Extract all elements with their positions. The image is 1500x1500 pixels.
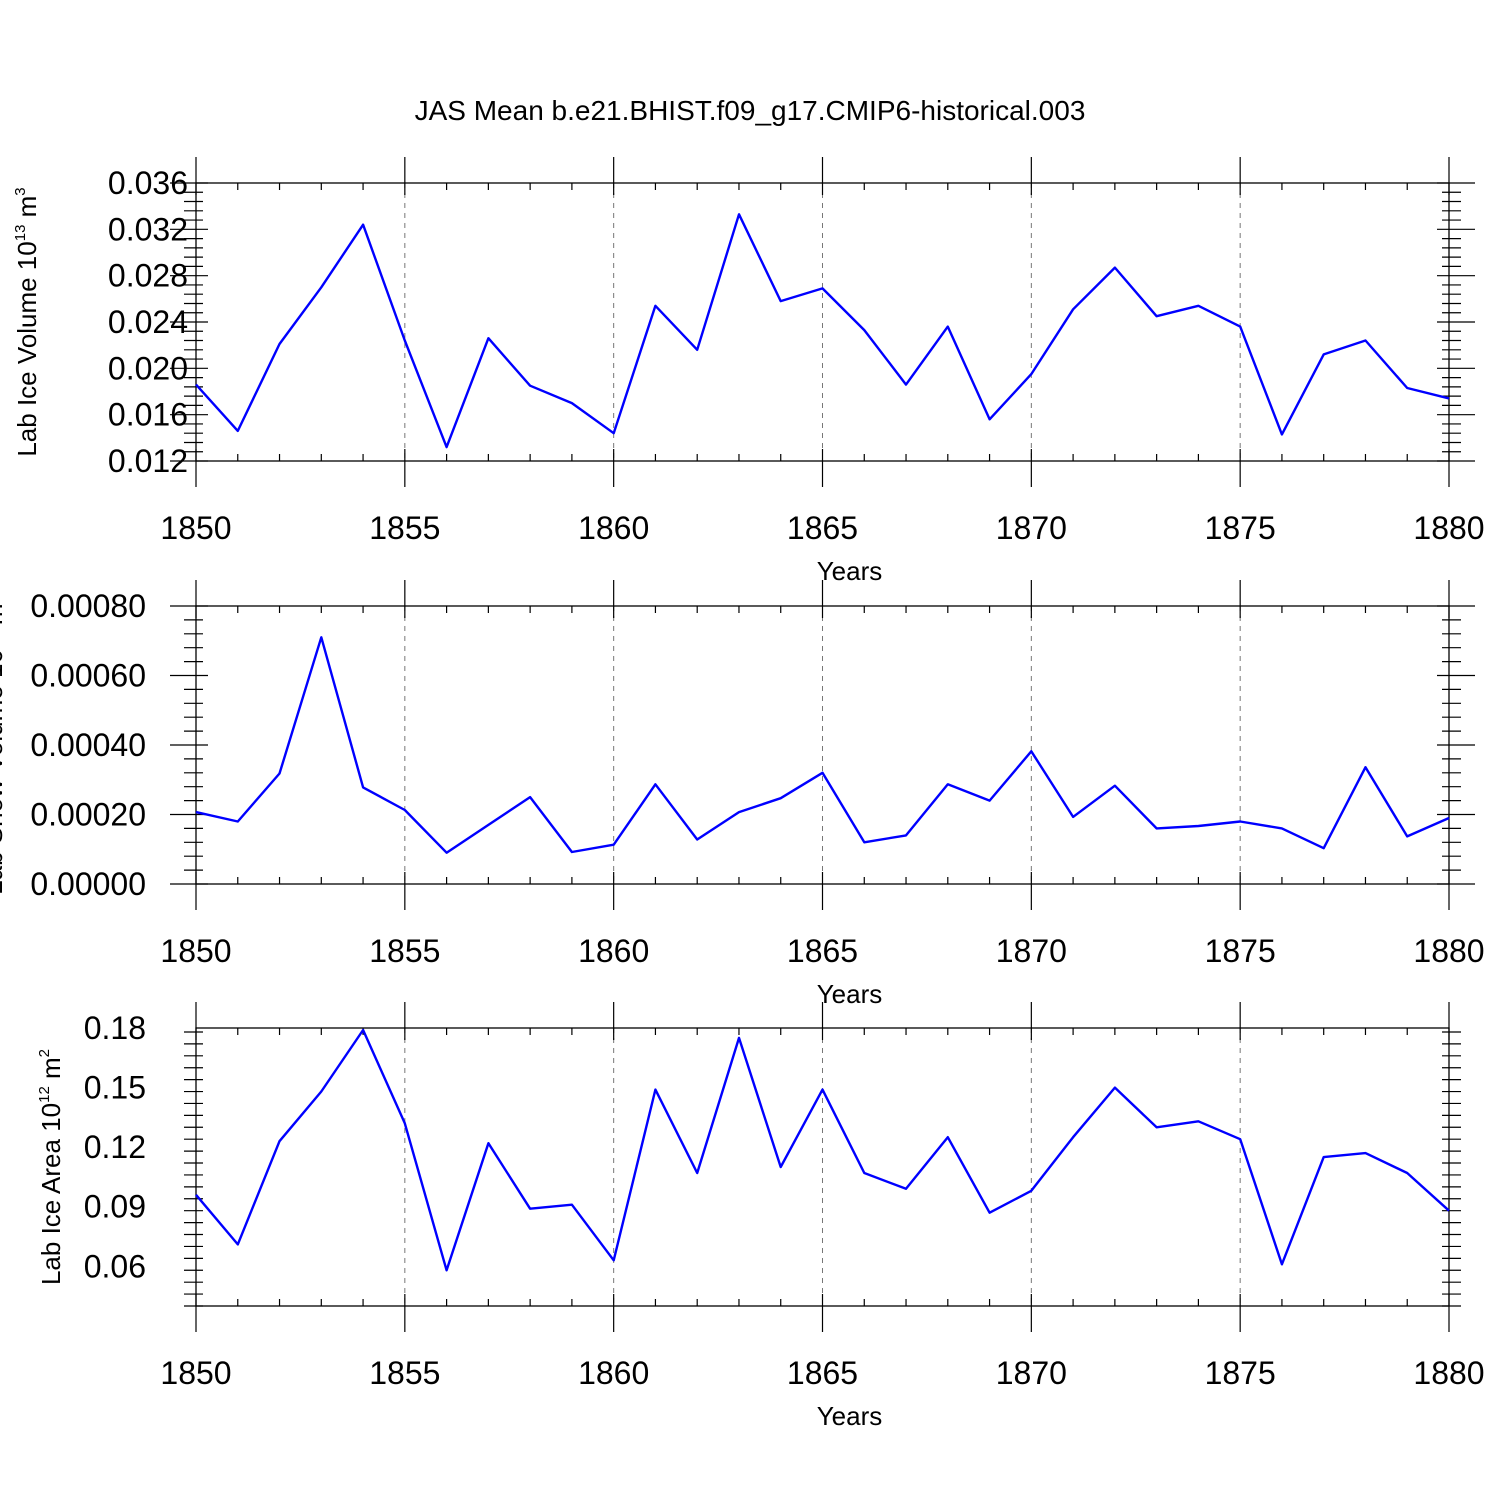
y-axis-title-exponent: 12 [36, 1086, 53, 1103]
x-tick-label: 1865 [787, 1355, 858, 1391]
x-tick-label: 1880 [1413, 933, 1484, 969]
x-tick-label: 1875 [1205, 933, 1276, 969]
y-tick-label: 0.00060 [30, 658, 146, 694]
x-axis-title: Years [817, 556, 883, 586]
y-tick-label: 0.00080 [30, 588, 146, 624]
y-axis-title-unit: m [36, 1057, 66, 1086]
y-axis-title-text: Lab Ice Area 10 [36, 1103, 66, 1285]
x-tick-label: 1880 [1413, 510, 1484, 546]
x-axis-title: Years [817, 1401, 883, 1431]
figure-title: JAS Mean b.e21.BHIST.f09_g17.CMIP6-histo… [415, 95, 1086, 126]
x-tick-label: 1855 [369, 933, 440, 969]
y-axis-title-unit-exponent: 3 [12, 187, 29, 195]
x-tick-label: 1850 [160, 510, 231, 546]
y-tick-label: 0.00020 [30, 797, 146, 833]
y-axis-title-exponent: 13 [12, 225, 29, 242]
x-tick-label: 1870 [996, 933, 1067, 969]
chart-panel-1: 1850 1855 1860 1865 1870 1875 1880 0.012 0.016 0.… [12, 157, 1485, 586]
x-tick-label: 1855 [369, 1355, 440, 1391]
x-tick-label: 1880 [1413, 1355, 1484, 1391]
y-tick-label: 0.032 [108, 211, 188, 247]
y-tick-label: 0.028 [108, 258, 188, 294]
x-tick-label: 1870 [996, 510, 1067, 546]
y-tick-label: 0.09 [84, 1189, 146, 1225]
y-tick-label: 0.15 [84, 1070, 146, 1106]
y-tick-label: 0.036 [108, 165, 188, 201]
x-tick-label: 1860 [578, 510, 649, 546]
y-axis-title-unit-exponent: 2 [36, 1049, 53, 1057]
y-axis-title-text: Lab Ice Volume 10 [12, 241, 42, 456]
x-axis-title: Years [817, 979, 883, 1009]
x-tick-label: 1850 [160, 1355, 231, 1391]
y-axis-title-unit: m [12, 196, 42, 225]
y-tick-label: 0.016 [108, 397, 188, 433]
chart-panel-3: 1850 1855 1860 1865 1870 1875 1880 0.06 0.09 0.12… [36, 1002, 1485, 1431]
y-tick-label: 0.024 [108, 304, 188, 340]
x-tick-label: 1865 [787, 933, 858, 969]
y-tick-label: 0.06 [84, 1248, 146, 1284]
x-tick-label: 1850 [160, 933, 231, 969]
y-tick-label: 0.18 [84, 1010, 146, 1046]
x-tick-label: 1855 [369, 510, 440, 546]
x-tick-label: 1875 [1205, 1355, 1276, 1391]
x-tick-label: 1865 [787, 510, 858, 546]
y-axis-title: Lab Snow Volume 1013 m3 [0, 595, 8, 895]
y-tick-label: 0.12 [84, 1129, 146, 1165]
x-tick-label: 1875 [1205, 510, 1276, 546]
y-tick-label: 0.012 [108, 443, 188, 479]
x-tick-label: 1860 [578, 933, 649, 969]
y-axis-title: Lab Ice Area 1012 m2 [36, 1049, 66, 1285]
y-tick-label: 0.00040 [30, 727, 146, 763]
y-axis-title-text: Lab Snow Volume 10 [0, 649, 8, 895]
chart-panel-2: 1850 1855 1860 1865 1870 1875 1880 0.00000 0.000… [0, 580, 1485, 1009]
x-tick-label: 1870 [996, 1355, 1067, 1391]
series-line [195, 213, 1450, 449]
y-tick-label: 0.00000 [30, 866, 146, 902]
y-axis-title: Lab Ice Volume 1013 m3 [12, 187, 42, 456]
x-tick-label: 1860 [578, 1355, 649, 1391]
y-tick-label: 0.020 [108, 350, 188, 386]
y-axis-title-unit: m [0, 604, 8, 633]
